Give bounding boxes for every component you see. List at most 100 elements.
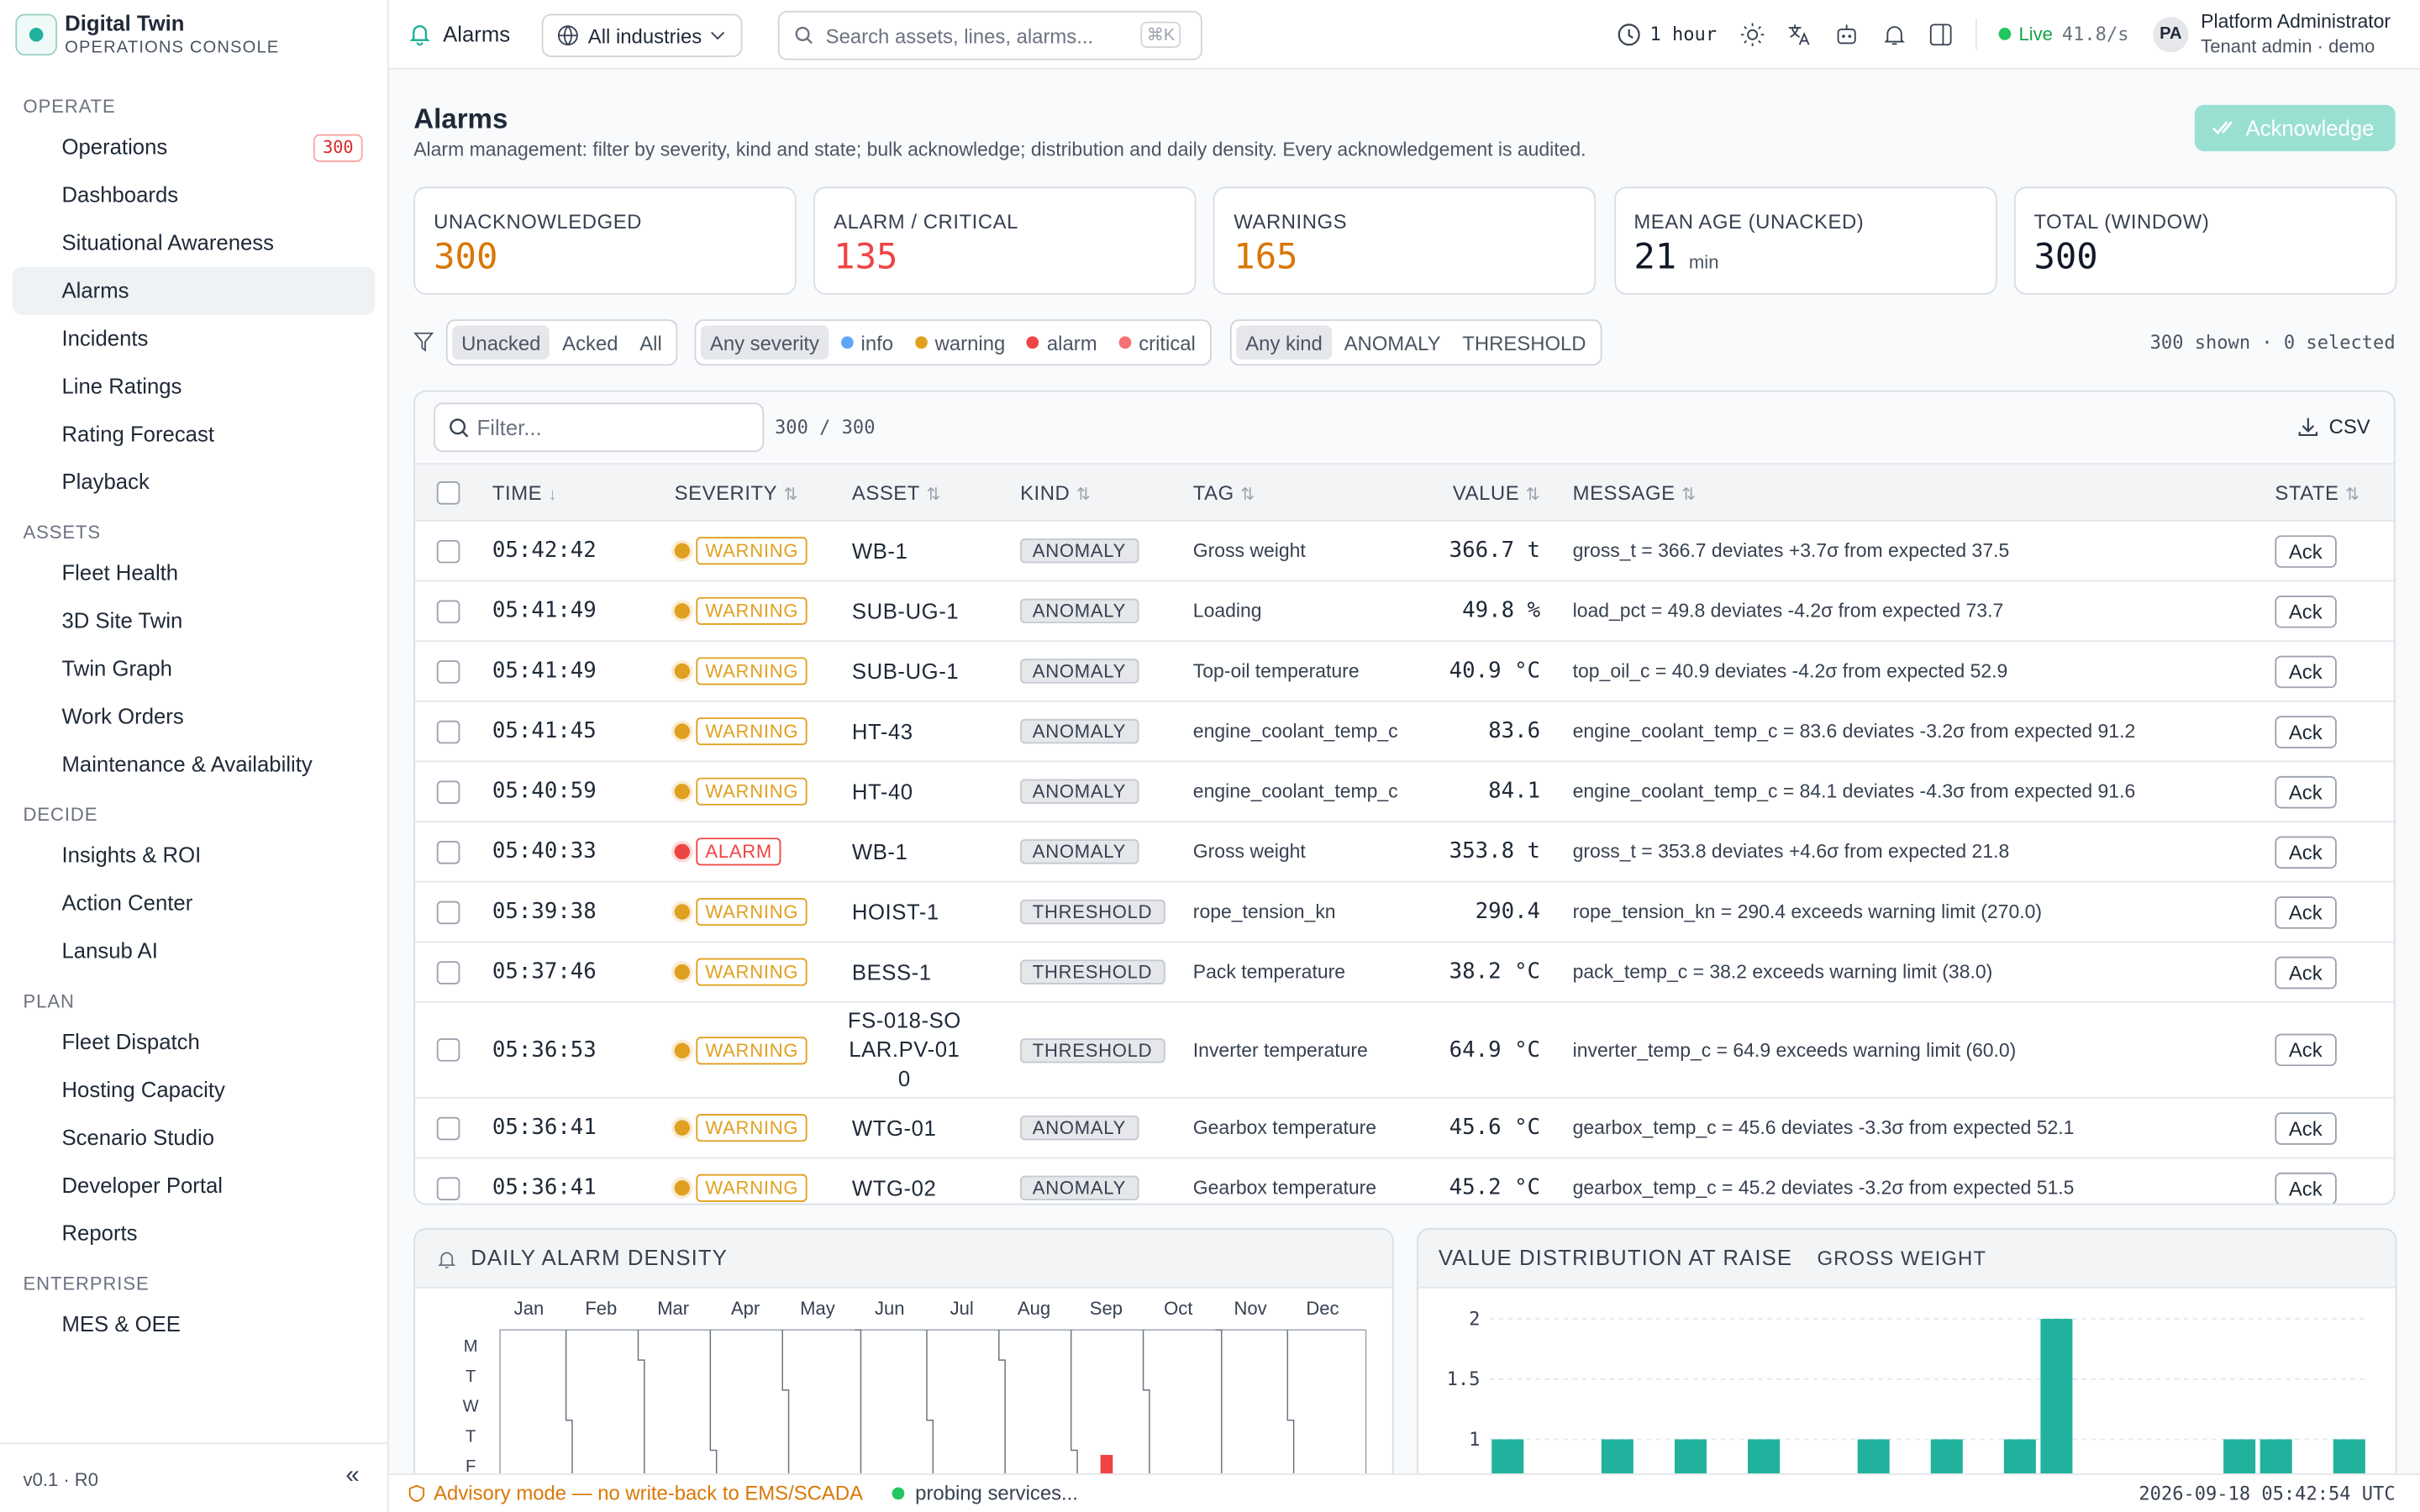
assistant-icon[interactable]	[1835, 24, 1859, 47]
cell	[415, 538, 476, 563]
ack-button[interactable]: Ack	[2275, 895, 2337, 928]
time-window[interactable]: 1 hour	[1649, 23, 1718, 45]
nav-label: Fleet Dispatch	[61, 1029, 200, 1054]
severity-tag: WARNING	[696, 1114, 808, 1142]
header-cell[interactable]: MESSAGE ⇅	[1557, 480, 2260, 504]
nav-item[interactable]: Reports	[13, 1210, 376, 1257]
theme-icon[interactable]	[1740, 23, 1765, 47]
header-cell[interactable]: SEVERITY ⇅	[659, 480, 836, 504]
header-cell[interactable]: STATE ⇅	[2260, 480, 2394, 504]
table-filter[interactable]: Filter...	[434, 402, 765, 453]
nav-item[interactable]: Action Center	[13, 879, 376, 927]
severity-dot	[674, 663, 691, 680]
header-cell[interactable]: VALUE ⇅	[1391, 480, 1557, 504]
nav-item[interactable]: Fleet Health	[13, 549, 376, 597]
checkbox[interactable]	[436, 719, 460, 743]
message-cell: load_pct = 49.8 deviates -4.2σ from expe…	[1572, 600, 2004, 622]
severity-dot	[840, 336, 854, 349]
nav-item[interactable]: Operations 300	[13, 123, 376, 171]
header-cell[interactable]: TIME ↓	[477, 480, 660, 504]
severity-tag: WARNING	[696, 596, 808, 625]
header-cell[interactable]: KIND ⇅	[1005, 480, 1178, 504]
nav-item[interactable]: Lansub AI	[13, 927, 376, 975]
nav-item[interactable]: MES & OEE	[13, 1300, 376, 1348]
nav-item[interactable]: Developer Portal	[13, 1162, 376, 1210]
acknowledge-button[interactable]: Acknowledge	[2194, 104, 2396, 152]
nav-item[interactable]: Fleet Dispatch	[13, 1018, 376, 1066]
filter-option[interactable]: warning	[906, 326, 1015, 360]
nav-item[interactable]: 3D Site Twin	[13, 597, 376, 645]
nav-item[interactable]: Playback	[13, 459, 376, 507]
checkbox[interactable]	[436, 900, 460, 924]
checkbox[interactable]	[436, 1038, 460, 1062]
nav-item[interactable]: Insights & ROI	[13, 832, 376, 879]
checkbox[interactable]	[436, 960, 460, 984]
nav-item[interactable]: Hosting Capacity	[13, 1066, 376, 1114]
language-icon[interactable]	[1787, 24, 1811, 47]
ack-button[interactable]: Ack	[2275, 654, 2337, 688]
nav: OPERATE Operations 300 Dashboards Situationa…	[0, 81, 387, 1443]
filter-option[interactable]: Acked	[553, 326, 627, 360]
y-tick-label: 1.5	[1447, 1369, 1481, 1390]
nav-item[interactable]: Work Orders	[13, 693, 376, 741]
ack-button[interactable]: Ack	[2275, 955, 2337, 989]
section-label: PLAN	[23, 990, 75, 1012]
panel-icon[interactable]	[1929, 24, 1953, 47]
csv-button[interactable]: CSV	[2328, 415, 2370, 438]
nav-item[interactable]: Alarms	[12, 266, 376, 315]
month-border	[637, 1330, 645, 1477]
filter-option[interactable]: alarm	[1018, 326, 1107, 360]
checkbox[interactable]	[436, 1116, 460, 1140]
checkbox[interactable]	[436, 780, 460, 804]
month-label: Dec	[1306, 1298, 1339, 1319]
nav-item[interactable]: Maintenance & Availability	[13, 741, 376, 789]
ack-button[interactable]: Ack	[2275, 595, 2337, 627]
sort-icon: ↓	[548, 485, 558, 504]
nav-label: Scenario Studio	[61, 1124, 215, 1150]
filter-option[interactable]: All	[630, 326, 671, 360]
checkbox[interactable]	[436, 840, 460, 864]
stat-value: 300	[434, 238, 497, 278]
ack-button[interactable]: Ack	[2275, 534, 2337, 568]
ack-button[interactable]: Ack	[2275, 1111, 2337, 1144]
notifications-icon[interactable]	[1883, 24, 1907, 47]
ack-button[interactable]: Ack	[2275, 1033, 2337, 1067]
nav-item[interactable]: Dashboards	[13, 171, 376, 219]
checkbox[interactable]	[436, 538, 460, 563]
header-cell[interactable]: ASSET ⇅	[837, 480, 1005, 504]
filter-option[interactable]: ANOMALY	[1335, 326, 1450, 360]
search-box[interactable]: Search assets, lines, alarms... ⌘K	[777, 10, 1202, 60]
nav-item[interactable]: Scenario Studio	[13, 1114, 376, 1162]
ack-button[interactable]: Ack	[2275, 715, 2337, 748]
filter-option[interactable]: Unacked	[452, 325, 550, 360]
industry-select[interactable]: All industries	[541, 13, 743, 57]
nav-item[interactable]: Line Ratings	[13, 363, 376, 411]
checkbox[interactable]	[436, 1176, 460, 1200]
filter-option[interactable]: info	[832, 326, 902, 360]
checkbox[interactable]	[436, 480, 460, 504]
collapse-button[interactable]: «	[345, 1462, 360, 1489]
ack-button[interactable]: Ack	[2275, 835, 2337, 869]
filter-label: Any kind	[1245, 330, 1323, 354]
ack-button[interactable]: Ack	[2275, 1172, 2337, 1204]
nav-item[interactable]: Incidents	[13, 315, 376, 363]
time-cell: 05:36:41	[492, 1175, 597, 1200]
table-row: 05:40:59 WARNING HT-40 ANOMALY engine_coolan…	[415, 760, 2394, 822]
filter-option[interactable]: THRESHOLD	[1453, 326, 1595, 360]
checkbox[interactable]	[436, 599, 460, 623]
cell	[415, 1176, 476, 1200]
header-cell[interactable]: TAG ⇅	[1177, 480, 1390, 504]
day-label: T	[466, 1368, 476, 1386]
checkbox[interactable]	[436, 659, 460, 683]
nav-item[interactable]: Situational Awareness	[13, 219, 376, 267]
nav-item[interactable]: Rating Forecast	[13, 411, 376, 459]
filter-option[interactable]: Any severity	[700, 325, 829, 360]
filter-option[interactable]: critical	[1109, 326, 1205, 360]
month-label: Feb	[585, 1298, 617, 1319]
filter-option[interactable]: Any kind	[1236, 325, 1332, 360]
ack-button[interactable]: Ack	[2275, 774, 2337, 808]
kind-cell: ANOMALY	[1005, 718, 1178, 744]
nav-item[interactable]: Twin Graph	[13, 645, 376, 693]
avatar[interactable]: PA	[2153, 17, 2189, 53]
message-cell: engine_coolant_temp_c = 84.1 deviates -4…	[1572, 780, 2136, 803]
